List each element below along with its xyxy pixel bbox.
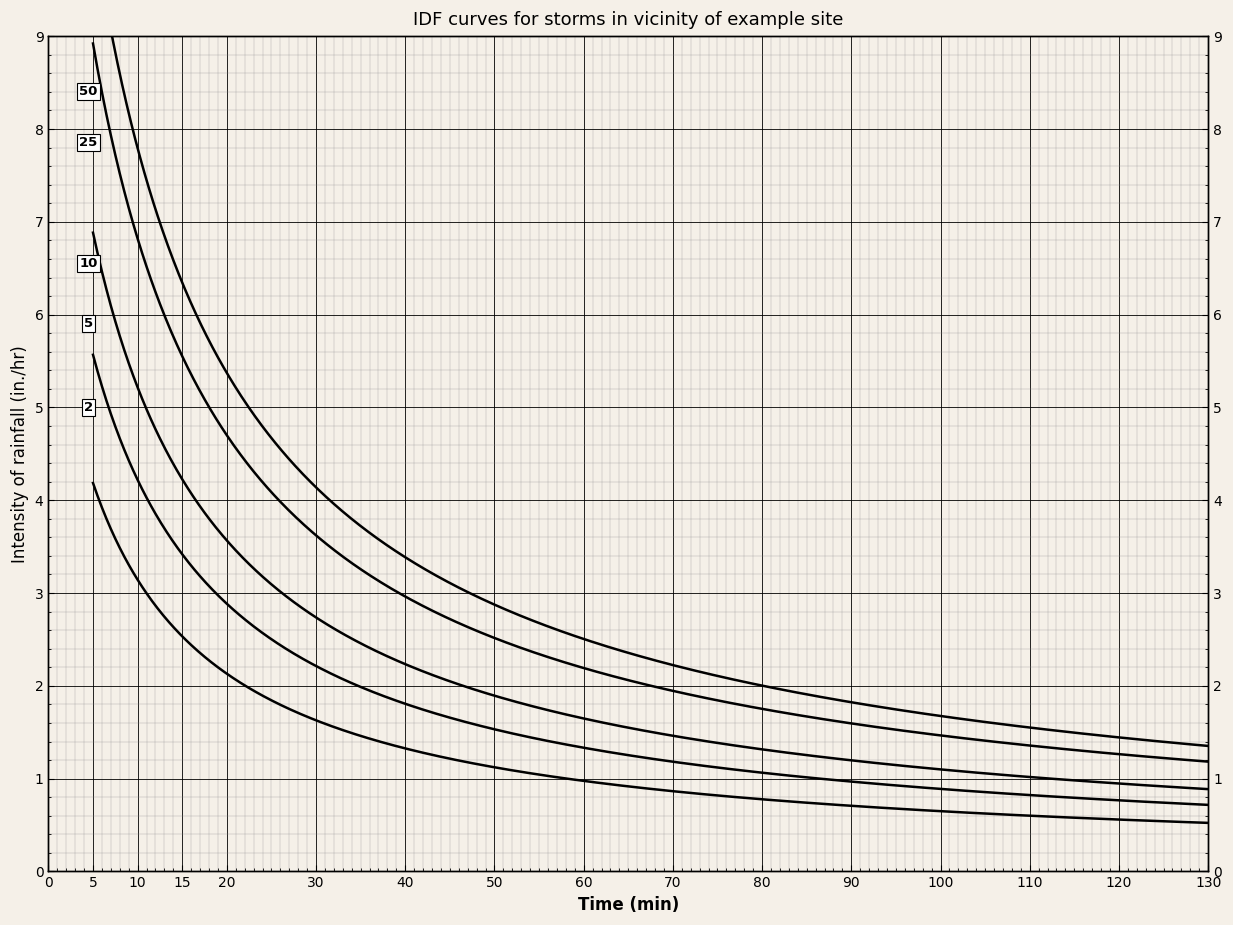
X-axis label: Time (min): Time (min) xyxy=(577,896,679,914)
Text: 50: 50 xyxy=(79,85,97,98)
Title: IDF curves for storms in vicinity of example site: IDF curves for storms in vicinity of exa… xyxy=(413,11,843,29)
Text: 2: 2 xyxy=(84,401,94,414)
Text: 10: 10 xyxy=(79,257,97,270)
Text: 5: 5 xyxy=(84,317,94,330)
Text: 25: 25 xyxy=(79,137,97,150)
Y-axis label: Intensity of rainfall (in./hr): Intensity of rainfall (in./hr) xyxy=(11,345,30,562)
